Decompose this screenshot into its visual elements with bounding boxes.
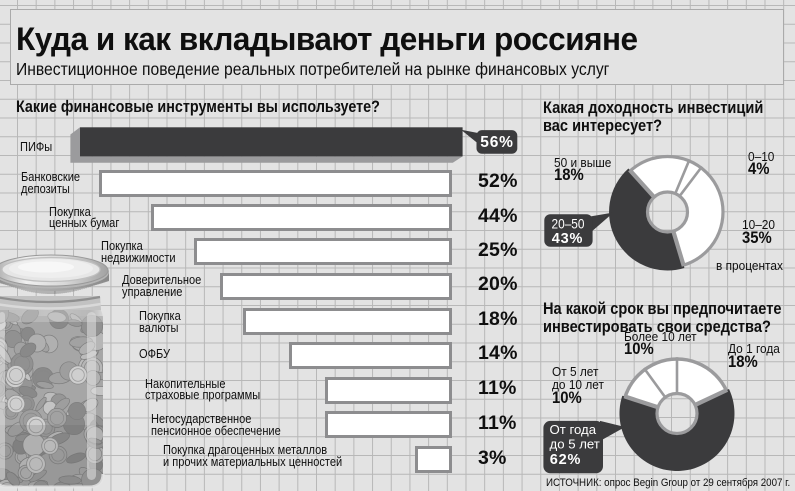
svg-text:43%: 43% — [552, 231, 583, 247]
svg-text:до 5 лет: до 5 лет — [550, 437, 600, 452]
svg-text:20–50: 20–50 — [552, 217, 585, 232]
svg-text:56%: 56% — [480, 134, 513, 151]
svg-text:От года: От года — [550, 422, 597, 437]
svg-text:62%: 62% — [550, 452, 581, 468]
